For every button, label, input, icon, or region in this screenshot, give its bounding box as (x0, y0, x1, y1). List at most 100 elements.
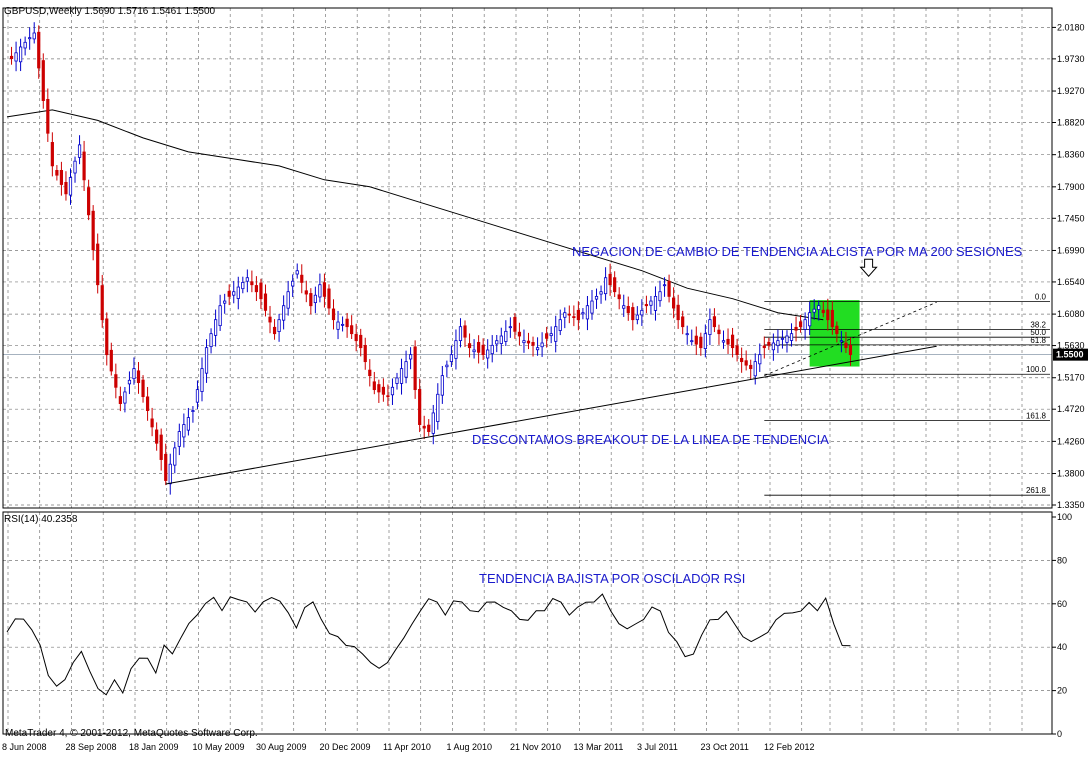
candle-body (100, 285, 104, 321)
candle-body (336, 321, 340, 330)
candle-body (168, 463, 172, 485)
candle-body (377, 384, 381, 393)
time-tick-label: 11 Apr 2010 (383, 742, 431, 752)
candle-body (213, 319, 218, 336)
time-tick-label: 28 Sep 2008 (66, 742, 117, 752)
candle-body (191, 410, 195, 412)
candle-body (340, 323, 345, 326)
candle-body (304, 290, 308, 295)
trend-lines[interactable] (165, 258, 937, 485)
rsi-tick-label: 20 (1057, 686, 1067, 696)
candle-body (449, 354, 454, 362)
price-tick-label: 1.9730 (1057, 54, 1085, 64)
candle-body (839, 340, 844, 343)
candle-body (14, 52, 18, 62)
candle-body (177, 431, 181, 447)
candle-body (486, 349, 490, 359)
candle-body (835, 325, 839, 335)
candle-body (522, 340, 526, 344)
candle-body (82, 151, 86, 181)
projection-line[interactable] (764, 301, 937, 377)
candle-body (644, 304, 649, 307)
candle-body (676, 304, 680, 321)
highlight-box (809, 300, 860, 367)
candle-body (712, 316, 717, 328)
candle-body (87, 187, 91, 216)
time-tick-label: 3 Jul 2011 (637, 742, 678, 752)
candle-body (408, 354, 413, 360)
fibo-level-label: 50.0 (1030, 328, 1046, 337)
candle-body (186, 417, 190, 431)
candle-body (626, 306, 630, 314)
candle-body (490, 344, 494, 355)
candle-body (404, 361, 408, 378)
time-tick-label: 10 May 2009 (193, 742, 245, 752)
candle-body (726, 338, 730, 345)
candle-body (50, 142, 54, 167)
candle-body (735, 345, 739, 356)
candle-body (581, 312, 585, 315)
candle-body (263, 293, 268, 311)
candle-body (463, 325, 467, 338)
candle-body (844, 342, 848, 349)
candle-body (386, 395, 390, 398)
candle-body (141, 379, 145, 398)
candle-body (785, 335, 789, 343)
candle-body (554, 326, 558, 342)
candle-body (59, 169, 64, 185)
candle-body (23, 41, 27, 49)
candle-body (513, 316, 517, 332)
candle-body (372, 381, 376, 391)
rsi-panel-frame (2, 511, 1053, 735)
candle-body (617, 294, 621, 300)
price-tick-label: 1.8360 (1057, 150, 1085, 160)
candle-body (576, 309, 580, 321)
candle-body (794, 326, 798, 331)
candle-body (354, 333, 358, 342)
candle-body (37, 31, 41, 69)
candle-body (236, 286, 240, 299)
candle-body (749, 364, 753, 370)
candle-body (381, 386, 385, 395)
support-trendline[interactable] (165, 345, 937, 485)
candle-body (740, 357, 744, 363)
candle-body (613, 277, 617, 293)
price-tick-label: 1.6540 (1057, 277, 1085, 287)
price-tick-label: 1.4260 (1057, 436, 1085, 446)
candle-body (250, 281, 254, 286)
rsi-panel (3, 560, 1052, 696)
candle-body (694, 335, 698, 345)
candle-body (603, 277, 608, 295)
candle-body (28, 37, 32, 40)
candle-body (109, 349, 113, 372)
candle-body (762, 345, 766, 349)
candle-body (223, 300, 227, 304)
candle-body (780, 337, 785, 340)
candle-body (422, 425, 426, 429)
candle-body (730, 334, 735, 349)
candle-body (9, 55, 14, 60)
rsi-annotation: TENDENCIA BAJISTA POR OSCILADOR RSI (479, 571, 745, 586)
copyright-text: MetaTrader 4, © 2001-2012, MetaQuotes So… (5, 728, 258, 739)
price-tick-label: 1.5170 (1057, 373, 1085, 383)
candle-body (345, 318, 349, 328)
fibo-level-label: 0.0 (1035, 293, 1047, 302)
candle-body (232, 291, 236, 296)
candle-body (155, 429, 159, 444)
candle-body (662, 284, 667, 287)
candle-body (204, 347, 209, 374)
fibonacci-levels[interactable]: 0.0 38.250.061.8 100.0 161.8 261.8 (764, 293, 1050, 496)
time-tick-label: 21 Nov 2010 (510, 742, 561, 752)
price-tick-label: 1.4720 (1057, 404, 1085, 414)
candle-body (395, 377, 399, 384)
ma200-line (6, 109, 824, 321)
candle-body (703, 333, 707, 349)
candle-body (667, 280, 671, 297)
price-tick-label: 1.6080 (1057, 309, 1085, 319)
candle-body (41, 60, 45, 101)
candle-body (540, 342, 544, 348)
candle-body (535, 347, 540, 351)
price-tick-label: 1.6990 (1057, 245, 1085, 255)
candle-body (499, 335, 503, 344)
